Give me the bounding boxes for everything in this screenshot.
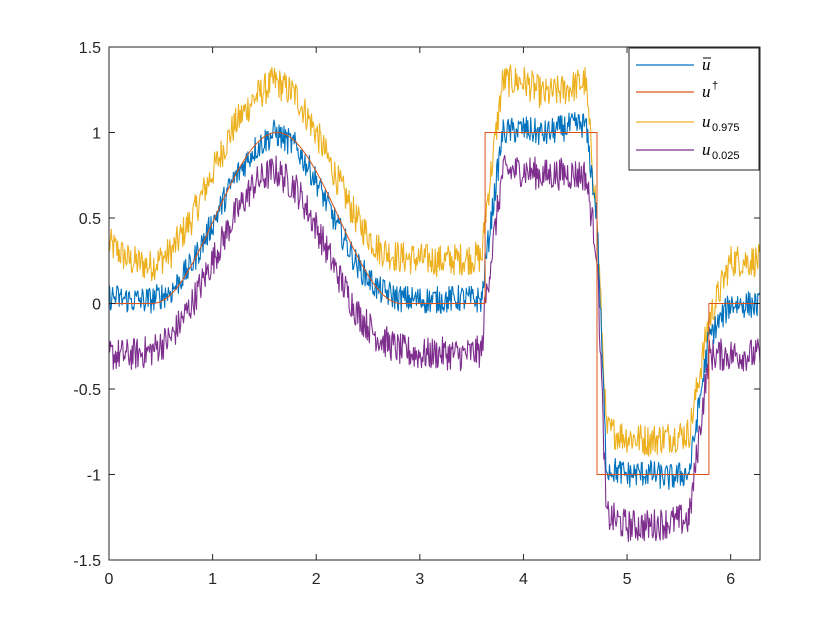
x-tick-label: 4 xyxy=(519,571,528,588)
y-tick-label: 1 xyxy=(92,126,101,143)
legend-label-truth: u † xyxy=(702,80,718,101)
x-tick-label: 6 xyxy=(726,571,735,588)
legend-label-lower: u 0.025 xyxy=(702,140,740,162)
y-axis: -1.5 -1 -0.5 0 0.5 1 1.5 xyxy=(73,40,760,570)
x-tick-label: 5 xyxy=(623,571,632,588)
legend-symbol: u xyxy=(702,140,711,159)
x-tick-label: 2 xyxy=(312,571,321,588)
series-line-mean xyxy=(109,111,760,490)
series-line-upper xyxy=(109,64,760,457)
series-line-lower xyxy=(109,154,760,543)
y-tick-label: -1.5 xyxy=(73,553,101,570)
legend-sub: 0.025 xyxy=(712,150,740,162)
y-tick-label: 1.5 xyxy=(79,40,101,57)
legend-symbol: u xyxy=(702,112,711,131)
series-layer xyxy=(109,64,760,543)
series-line-truth xyxy=(109,132,760,475)
y-tick-label: -1 xyxy=(87,468,101,485)
legend-sub: 0.975 xyxy=(712,122,740,134)
y-tick-label: 0.5 xyxy=(79,211,101,228)
legend-sup: † xyxy=(712,80,718,92)
x-tick-label: 3 xyxy=(415,571,424,588)
legend-symbol: u xyxy=(702,82,711,101)
legend-symbol: u xyxy=(702,55,711,74)
y-tick-label: 0 xyxy=(92,297,101,314)
x-tick-label: 1 xyxy=(208,571,217,588)
x-axis: 0 1 2 3 4 5 6 xyxy=(105,47,735,588)
y-tick-label: -0.5 xyxy=(73,382,101,399)
legend-label-upper: u 0.975 xyxy=(702,112,740,134)
legend-label-mean: u xyxy=(702,55,711,74)
x-tick-label: 0 xyxy=(105,571,114,588)
